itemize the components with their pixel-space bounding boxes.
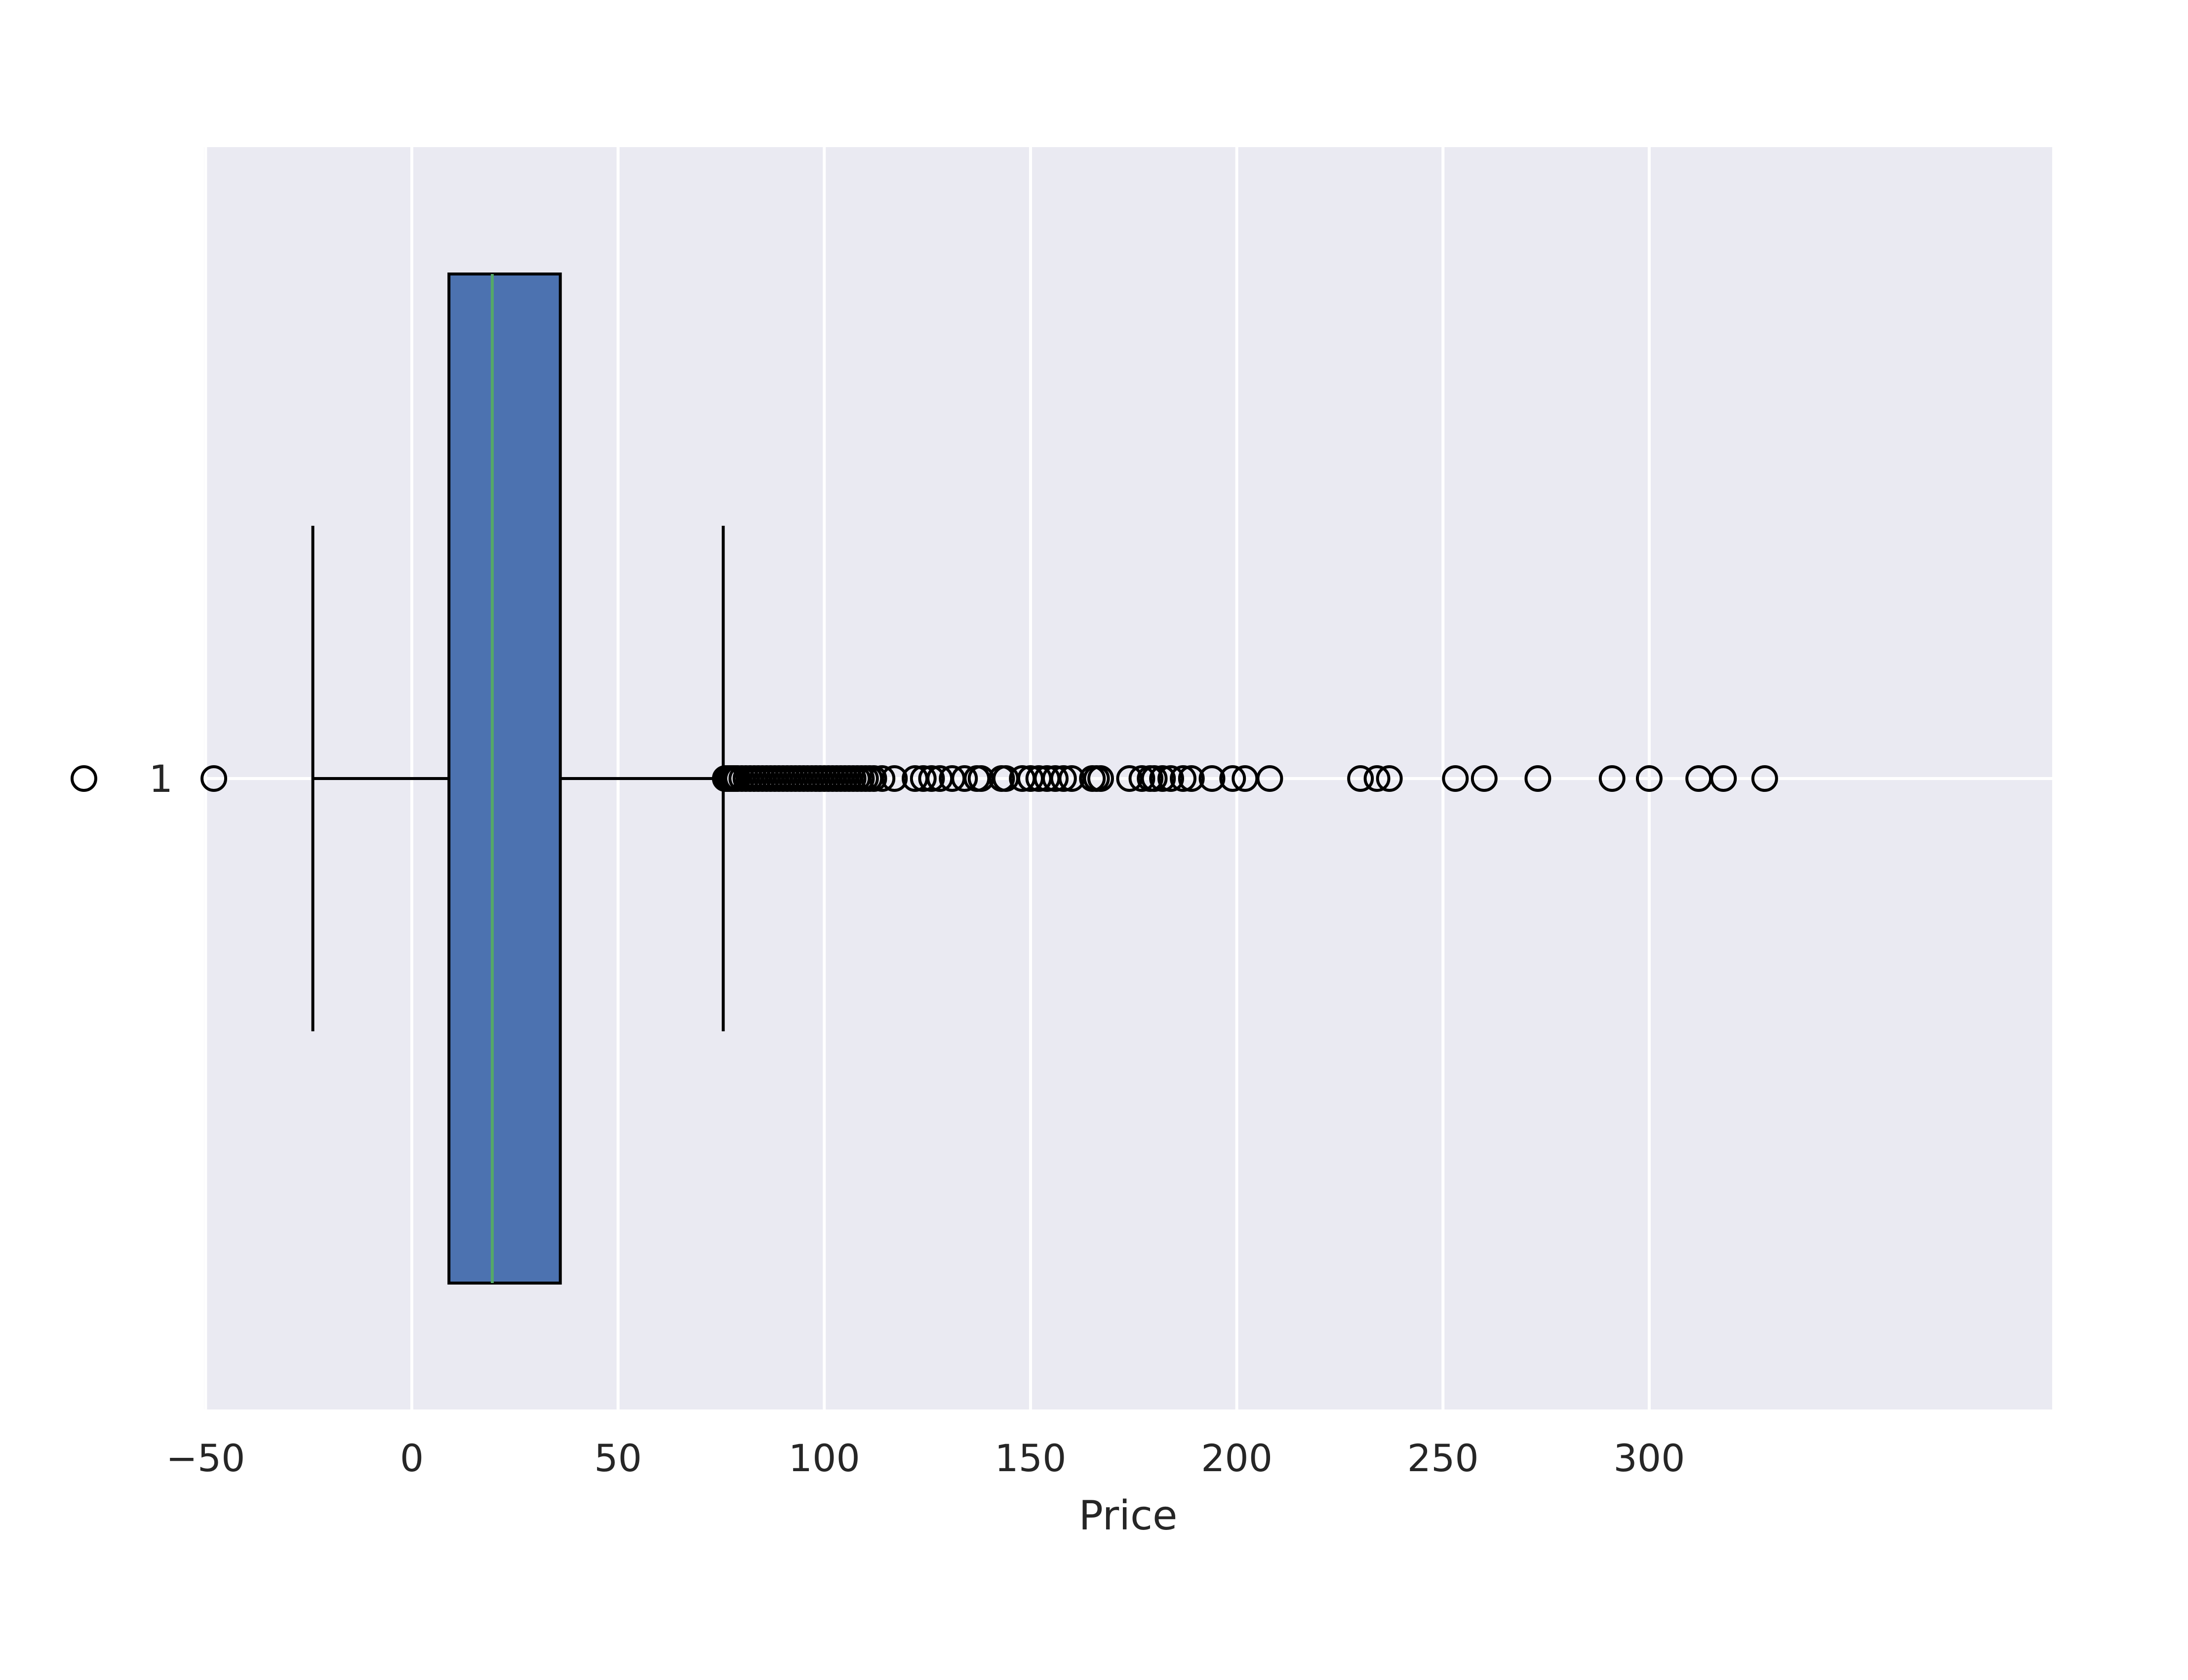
x-tick-label: 100 bbox=[789, 1436, 860, 1480]
outlier-point bbox=[1524, 765, 1551, 792]
outlier-point bbox=[1198, 765, 1226, 792]
outlier-point bbox=[1219, 765, 1246, 792]
x-tick-label: 50 bbox=[594, 1436, 642, 1480]
outlier-point bbox=[1128, 765, 1155, 792]
outlier-point bbox=[1050, 765, 1077, 792]
outlier-point bbox=[1256, 765, 1283, 792]
outlier-point bbox=[918, 765, 945, 792]
x-tick-label: 200 bbox=[1201, 1436, 1273, 1480]
outlier-point bbox=[1042, 765, 1069, 792]
outlier-point bbox=[1141, 765, 1168, 792]
box-iqr bbox=[447, 273, 562, 1285]
outlier-point bbox=[1157, 765, 1184, 792]
outlier-point bbox=[1751, 765, 1778, 792]
y-tick-label: 1 bbox=[149, 757, 173, 801]
outlier-point bbox=[1598, 765, 1626, 792]
outlier-point bbox=[1471, 765, 1498, 792]
outlier-point bbox=[1635, 765, 1663, 792]
outlier-point bbox=[70, 765, 97, 792]
outlier-point bbox=[1442, 765, 1469, 792]
outlier-point bbox=[910, 765, 937, 792]
x-axis-ticks: −50 0 50 100 150 200 250 300 bbox=[166, 1436, 1685, 1480]
x-tick-label: 300 bbox=[1613, 1436, 1685, 1480]
outlier-point bbox=[1170, 765, 1197, 792]
x-axis-label: Price bbox=[1078, 1492, 1177, 1539]
outlier-point bbox=[860, 765, 887, 792]
outlier-point bbox=[1087, 765, 1114, 792]
outlier-point bbox=[1347, 765, 1374, 792]
outlier-point bbox=[1178, 765, 1205, 792]
outlier-point bbox=[881, 765, 908, 792]
outlier-point bbox=[1149, 765, 1176, 792]
outlier-point bbox=[1710, 765, 1737, 792]
x-tick-label: 250 bbox=[1407, 1436, 1479, 1480]
y-axis-ticks: 1 bbox=[149, 757, 173, 801]
x-tick-label: 150 bbox=[995, 1436, 1066, 1480]
outlier-point bbox=[869, 765, 896, 792]
x-tick-label: 0 bbox=[400, 1436, 424, 1480]
box-group bbox=[70, 273, 1778, 1285]
outlier-point bbox=[951, 765, 978, 792]
outlier-point bbox=[1363, 765, 1391, 792]
outlier-point bbox=[200, 765, 228, 792]
x-tick-label: −50 bbox=[166, 1436, 245, 1480]
outlier-point bbox=[1376, 765, 1403, 792]
